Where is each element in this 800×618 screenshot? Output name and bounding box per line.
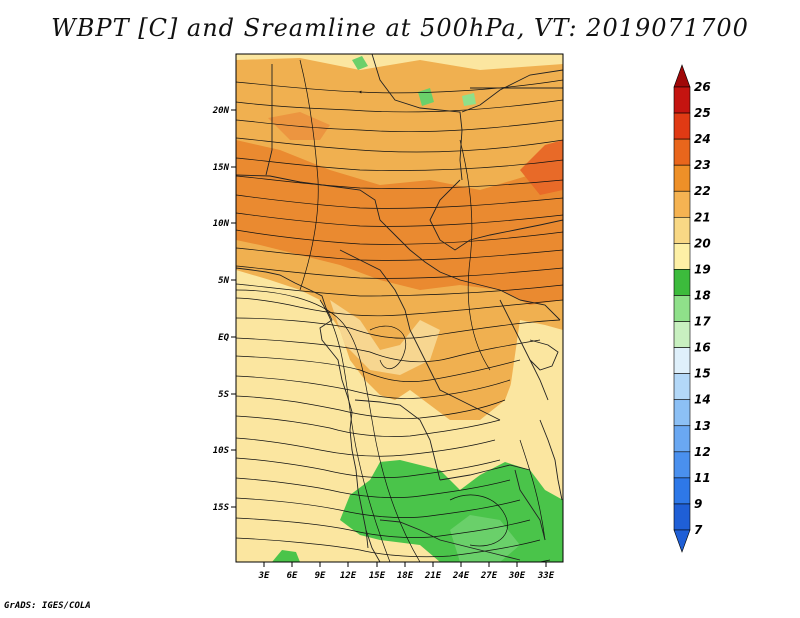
colorbar-label: 12	[694, 445, 711, 459]
colorbar-box	[673, 347, 691, 374]
map-plot-area	[236, 54, 563, 562]
country-borders	[236, 54, 563, 562]
colorbar-low-arrow	[673, 529, 691, 553]
lat-label-15s: 15S	[213, 503, 230, 513]
colorbar-label: 17	[694, 315, 711, 329]
colorbar-box	[673, 373, 691, 401]
lon-label-9e: 9E	[315, 571, 326, 581]
colorbar-box	[673, 164, 691, 192]
colorbar-label: 15	[694, 367, 711, 381]
wbpt-field-green-south-light	[450, 515, 520, 562]
colorbar-high-arrow	[673, 64, 691, 88]
lon-label-6e: 6E	[287, 571, 298, 581]
lon-label-21e: 21E	[424, 571, 442, 581]
colorbar-label: 13	[694, 419, 711, 433]
lon-label-24e: 24E	[452, 571, 470, 581]
lon-label-18e: 18E	[397, 571, 414, 581]
colorbar-box	[673, 477, 691, 505]
colorbar-label: 21	[694, 210, 711, 224]
lat-label-10n: 10N	[213, 219, 230, 229]
lat-label-5n: 5N	[218, 276, 229, 286]
colorbar-label: 9	[694, 497, 702, 511]
lat-label-20n: 20N	[212, 106, 230, 116]
lat-label-eq: EQ	[218, 333, 229, 343]
colorbar-label: 24	[694, 132, 711, 146]
lon-label-30e: 30E	[508, 571, 526, 581]
colorbar-label: 11	[694, 471, 711, 485]
lat-label-10s: 10S	[213, 446, 230, 456]
map-frame	[235, 53, 564, 563]
colorbar-label: 26	[694, 80, 711, 94]
streamlines	[236, 59, 563, 562]
colorbar-box	[673, 399, 691, 427]
colorbar: 26 25 24 23 22 21 20 19 18 17 16 15 14 13 12 11 9 7	[673, 64, 711, 553]
colorbar-box	[673, 503, 691, 531]
wbpt-field-pale-patch	[330, 300, 440, 375]
longitude-axis: 3E 6E 9E 12E 15E 18E 21E 24E 27E 30E 33E	[258, 562, 555, 581]
colorbar-box	[673, 269, 691, 296]
wbpt-field-green-north	[352, 56, 368, 70]
colorbar-label: 20	[694, 236, 711, 250]
colorbar-label: 16	[694, 341, 711, 355]
lon-label-3e: 3E	[258, 571, 270, 581]
colorbar-label: 23	[694, 158, 711, 172]
colorbar-box	[673, 451, 691, 479]
colorbar-box	[673, 190, 691, 218]
colorbar-box	[673, 321, 691, 348]
lon-label-27e: 27E	[480, 571, 498, 581]
wbpt-field-green-north-3	[462, 93, 476, 106]
lon-label-12e: 12E	[340, 571, 357, 581]
colorbar-label: 19	[694, 262, 711, 276]
colorbar-box	[673, 425, 691, 453]
lon-label-33e: 33E	[537, 571, 555, 581]
colorbar-box	[673, 86, 691, 114]
colorbar-box	[673, 243, 691, 270]
colorbar-label: 22	[694, 184, 711, 198]
colorbar-label: 18	[694, 288, 711, 302]
colorbar-box	[673, 295, 691, 322]
colorbar-box	[673, 112, 691, 140]
map-title: WBPT [C] and Sreamline at 500hPa, VT: 20…	[51, 14, 749, 42]
colorbar-box	[673, 216, 691, 244]
lat-label-5s: 5S	[218, 390, 229, 400]
colorbar-label: 14	[694, 393, 711, 407]
wbpt-field-green-patch	[272, 550, 300, 562]
grads-credit: GrADS: IGES/COLA	[4, 601, 91, 611]
colorbar-box	[673, 138, 691, 166]
colorbar-label: 7	[694, 523, 703, 537]
lat-label-15n: 15N	[213, 163, 230, 173]
latitude-axis: 20N 15N 10N 5N EQ 5S 10S 15S	[212, 106, 236, 513]
colorbar-label: 25	[694, 106, 711, 120]
lon-label-15e: 15E	[369, 571, 386, 581]
